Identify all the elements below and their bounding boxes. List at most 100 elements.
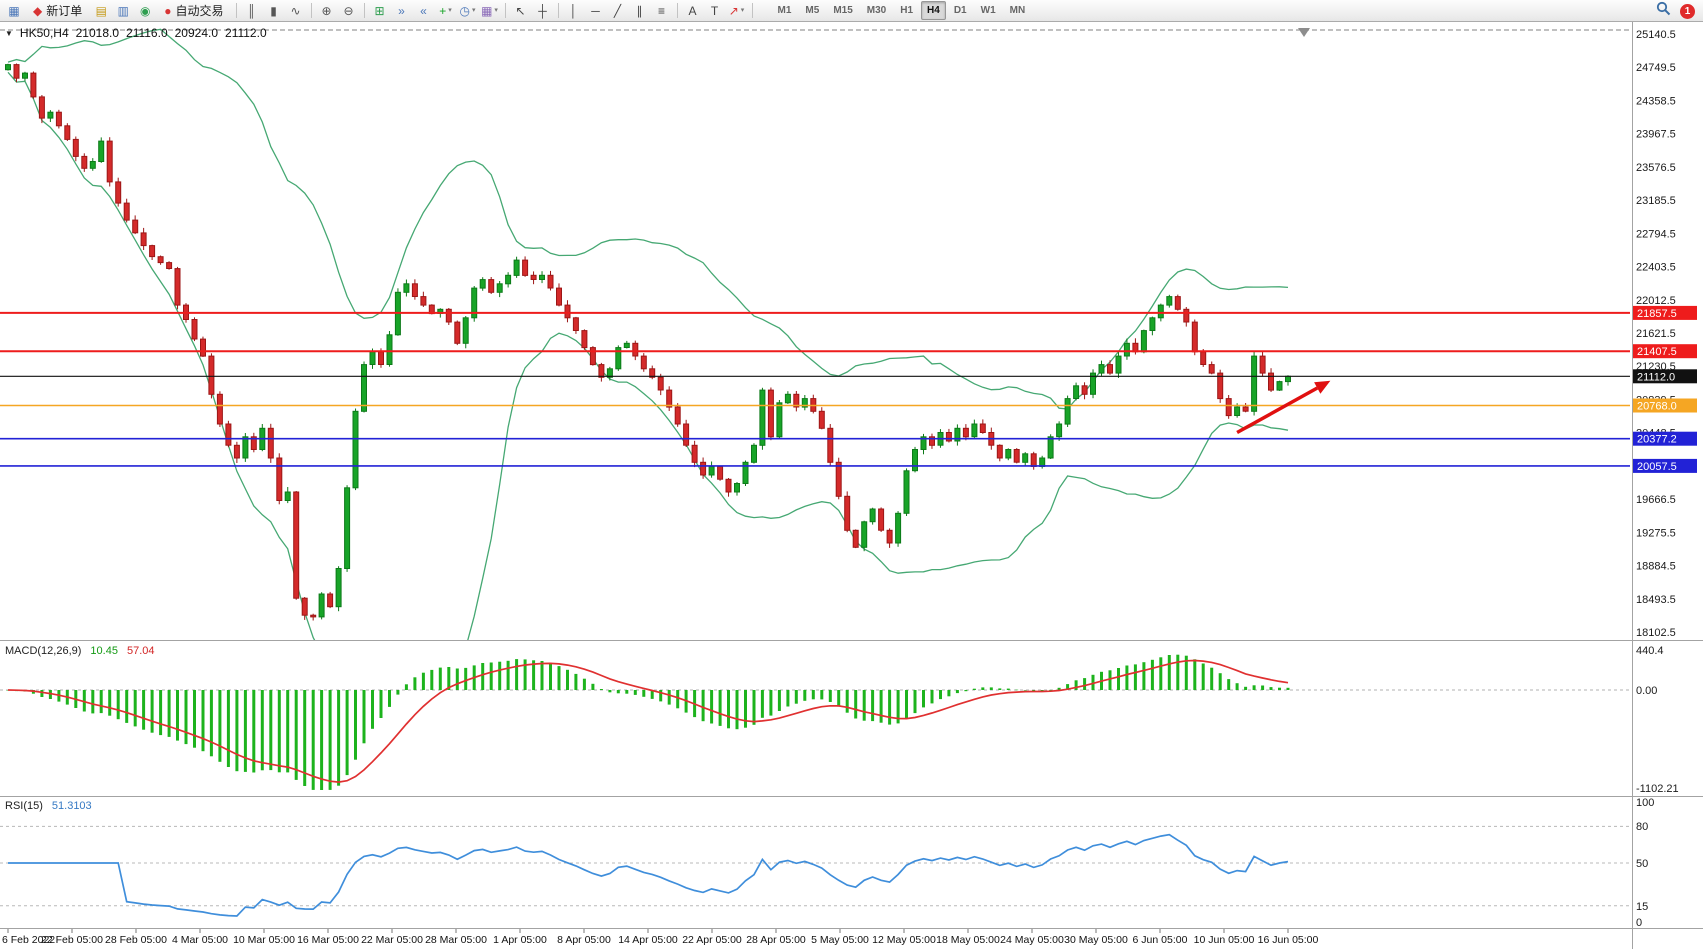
market-watch-button[interactable]: ▤ — [91, 1, 111, 20]
bars-chart-button[interactable]: ║ — [242, 1, 262, 20]
label-icon: T — [710, 3, 719, 18]
trend-arrow[interactable] — [1236, 386, 1319, 435]
text-button[interactable]: A — [683, 1, 703, 20]
date-label: 28 Apr 05:00 — [746, 934, 806, 946]
price-tag-box — [1633, 369, 1697, 384]
data-window-icon: ▥ — [117, 3, 129, 18]
price-tag-label: 20057.5 — [1637, 461, 1677, 473]
oneclick-toggle-icon[interactable]: ▼ — [5, 28, 13, 38]
search-icon[interactable] — [1656, 1, 1671, 21]
timeframe-m1-button[interactable]: M1 — [777, 5, 792, 16]
macd-name: MACD(12,26,9) — [5, 645, 82, 657]
timeframe-h4-button[interactable]: H4 — [921, 1, 946, 20]
price-tag-box — [1633, 305, 1697, 320]
arrows-menu[interactable]: ↗ ▾ — [727, 1, 747, 20]
caret-down-icon: ▾ — [740, 7, 745, 14]
tile-windows-button[interactable]: ⊞ — [370, 1, 390, 20]
candles-chart-icon: ▮ — [270, 3, 277, 18]
rsi-line — [8, 833, 1289, 917]
horizontal-line-icon: ─ — [591, 3, 600, 18]
periods-menu[interactable]: ◷ ▾ — [458, 1, 478, 20]
navigator-icon: ◉ — [140, 3, 151, 18]
navigator-button[interactable]: ◉ — [135, 1, 155, 20]
trendline-button[interactable]: ╱ — [608, 1, 628, 20]
channel-icon: ∥ — [636, 3, 643, 18]
toolbar-separator — [310, 3, 312, 18]
timeframe-m15-button[interactable]: M15 — [833, 5, 853, 16]
new-order-button[interactable]: ◆ 新订单 — [26, 1, 89, 20]
horizontal-line-button[interactable]: ─ — [586, 1, 606, 20]
toolbar-buttons: ▦ ◆ 新订单 ▤ ▥ ◉ ● 自动交易 ║ ▮ ∿ ⊕ ⊖ ⊞» «+ ▾ ◷ ▾ ▦ ▾ ↖ ┼ │ ─ ╱ ∥ ≡ A T ↗ ▾ — [3, 0, 757, 21]
fibonacci-icon: ≡ — [658, 3, 666, 18]
timeframe-h1-button[interactable]: H1 — [900, 5, 914, 16]
templates-menu[interactable]: ▦ ▾ — [480, 1, 500, 20]
price-tag-label: 20768.0 — [1637, 401, 1677, 413]
svg-text:15: 15 — [1636, 901, 1648, 913]
date-label: 18 May 05:00 — [936, 934, 1000, 946]
price-tick-label: 23185.5 — [1636, 195, 1676, 207]
timeframe-m5-button[interactable]: M5 — [805, 5, 820, 16]
new-order-icon: ◆ — [33, 3, 43, 18]
caret-down-icon: ▾ — [494, 7, 498, 14]
fibonacci-button[interactable]: ≡ — [652, 1, 672, 20]
rsi-axis: 100 80 50 15 0 — [1636, 797, 1654, 929]
svg-text:440.4: 440.4 — [1636, 645, 1664, 657]
zoom-in-button[interactable]: ⊕ — [317, 1, 337, 20]
svg-text:80: 80 — [1636, 821, 1648, 833]
indicators-menu[interactable]: + ▾ — [436, 1, 456, 20]
price-tags: 21857.5 21407.5 21112.0 20768.0 20377.2 20057… — [1633, 305, 1697, 473]
zoom-out-button[interactable]: ⊖ — [339, 1, 359, 20]
chart-ohlc-header: ▼ HK50,H4 21018.0 21116.0 20924.0 21112.… — [5, 26, 267, 40]
price-tick-label: 19275.5 — [1636, 527, 1676, 539]
timeframe-m30-button[interactable]: M30 — [866, 5, 887, 16]
toolbar-right: 1 — [1656, 0, 1695, 22]
auto-scroll-button[interactable]: » — [392, 1, 412, 20]
close-value: 21112.0 — [225, 26, 267, 40]
date-label: 22 Apr 05:00 — [682, 934, 742, 946]
timeframe-w1-button[interactable]: W1 — [980, 5, 996, 16]
text-icon: A — [688, 3, 697, 18]
data-window-button[interactable]: ▥ — [113, 1, 133, 20]
chart-shift-icon: « — [420, 3, 427, 18]
open-value: 21018.0 — [75, 26, 120, 40]
svg-text:0: 0 — [1636, 917, 1642, 929]
price-tick-label: 22403.5 — [1636, 262, 1676, 274]
candles-chart-button[interactable]: ▮ — [264, 1, 284, 20]
price-tick-label: 23576.5 — [1636, 162, 1676, 174]
auto-scroll-icon: » — [398, 3, 405, 18]
channel-button[interactable]: ∥ — [630, 1, 650, 20]
chart-shift-button[interactable]: « — [414, 1, 434, 20]
trend-arrow-head — [1314, 380, 1331, 394]
vertical-line-button[interactable]: │ — [564, 1, 584, 20]
toolbar-separator — [676, 3, 678, 18]
notification-badge[interactable]: 1 — [1680, 3, 1695, 19]
line-chart-button[interactable]: ∿ — [286, 1, 306, 20]
cursor-button[interactable]: ↖ — [511, 1, 531, 20]
svg-text:0.00: 0.00 — [1636, 685, 1657, 697]
label-button[interactable]: T — [705, 1, 725, 20]
timeframe-mn-button[interactable]: MN — [1009, 5, 1026, 16]
price-tick-label: 23967.5 — [1636, 129, 1676, 141]
timeframe-group: M1 M5 M15 M30 H1 H4 D1 W1 MN — [771, 1, 1033, 20]
rsi-indicator-label: RSI(15) 51.3103 — [5, 800, 92, 812]
price-tick-label: 19666.5 — [1636, 494, 1676, 506]
new-chart-button[interactable]: ▦ — [4, 1, 24, 20]
zoom-in-icon: ⊕ — [321, 3, 332, 18]
macd-histogram — [6, 654, 1290, 790]
price-axis[interactable]: 25140.5 24749.5 24358.5 23967.5 23576.5 23185… — [1636, 29, 1676, 639]
chart-shift-marker-icon[interactable] — [1298, 28, 1310, 37]
timeframe-d1-button[interactable]: D1 — [953, 5, 967, 16]
macd-value-main: 10.45 — [90, 645, 118, 657]
date-label: 22 Mar 05:00 — [361, 934, 423, 946]
price-tag-label: 21407.5 — [1637, 346, 1677, 358]
date-label: 6 Feb 2022 — [2, 934, 55, 946]
autotrade-button[interactable]: ● 自动交易 — [157, 1, 230, 20]
crosshair-button[interactable]: ┼ — [533, 1, 553, 20]
macd-axis: 440.4 0.00 -1102.21 — [1636, 645, 1679, 795]
new-chart-icon: ▦ — [8, 3, 20, 18]
price-tick-label: 25140.5 — [1636, 29, 1676, 41]
indicators-icon: + — [439, 3, 447, 18]
